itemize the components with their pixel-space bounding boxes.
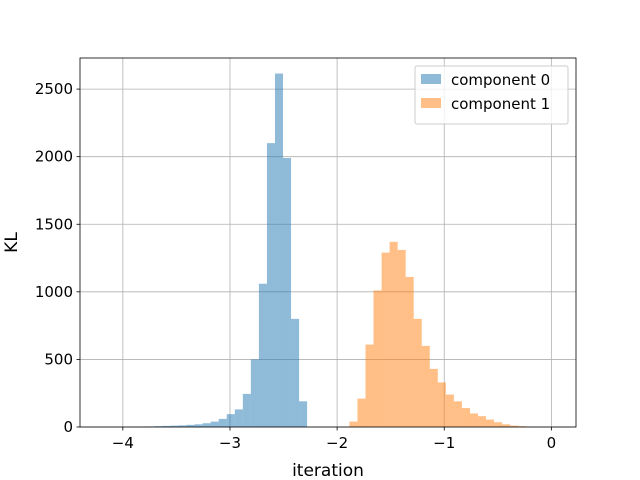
histogram-bar-series-0 — [258, 283, 267, 427]
histogram-bar-series-1 — [397, 249, 406, 427]
histogram-bar-series-1 — [389, 241, 398, 427]
histogram-bar-series-1 — [518, 426, 527, 427]
histogram-bar-series-1 — [453, 401, 462, 427]
histogram-bar-series-1 — [357, 398, 366, 427]
histogram-bar-series-1 — [413, 318, 422, 427]
legend-box — [414, 65, 569, 125]
x-tick-label: −3 — [219, 434, 241, 452]
y-tick-label: 1500 — [35, 215, 73, 233]
y-tick-label: 500 — [44, 350, 73, 368]
legend-label: component 0 — [451, 71, 550, 89]
histogram-bar-series-0 — [202, 423, 211, 427]
histogram-bar-series-1 — [349, 421, 358, 427]
x-tick-label: 0 — [547, 434, 557, 452]
y-axis: 0 500 1000 1500 2000 2500 — [35, 80, 80, 436]
y-tick-label: 1000 — [35, 283, 73, 301]
histogram-bar-series-1 — [365, 344, 374, 427]
histogram-bar-series-1 — [510, 425, 519, 427]
plot-frame — [79, 57, 577, 428]
histogram-bar-series-0 — [218, 418, 227, 427]
histogram-bar-series-0 — [234, 409, 243, 427]
histogram-bar-series-1 — [469, 413, 478, 427]
histogram-bar-series-0 — [210, 421, 219, 427]
x-tick-label: −2 — [326, 434, 348, 452]
histogram-bar-series-0 — [291, 318, 300, 427]
histogram-bar-series-0 — [226, 414, 235, 427]
y-tick-label: 0 — [63, 418, 73, 436]
x-tick-label: −1 — [433, 434, 455, 452]
histogram-bar-series-0 — [250, 359, 259, 427]
histogram-bar-series-1 — [421, 345, 430, 427]
histogram-bar-series-1 — [373, 290, 382, 427]
histogram-bar-series-0 — [266, 143, 275, 427]
histogram-bar-series-1 — [502, 424, 511, 427]
x-axis: −4 −3 −2 −1 0 — [112, 427, 556, 452]
histogram-bar-series-0 — [283, 158, 292, 427]
histogram-bar-series-0 — [274, 73, 284, 428]
histogram-bar-series-1 — [494, 422, 503, 427]
histogram-bar-series-1 — [477, 416, 487, 427]
histogram-bar-series-1 — [429, 368, 438, 427]
legend-swatch — [421, 74, 441, 84]
histogram-bar-series-1 — [445, 394, 454, 427]
y-axis-label: KL — [2, 232, 22, 253]
x-tick-label: −4 — [112, 434, 134, 452]
histogram-bar-series-1 — [381, 252, 390, 427]
histogram-bar-series-0 — [299, 401, 308, 427]
legend: component 0 component 1 — [414, 65, 569, 125]
legend-label: component 1 — [451, 95, 550, 113]
histogram-bar-series-0 — [170, 425, 179, 427]
histogram-bar-series-1 — [486, 419, 495, 427]
histogram-bar-series-0 — [194, 424, 203, 427]
histogram-bar-series-0 — [242, 393, 251, 427]
histogram-bar-series-1 — [461, 408, 470, 427]
histogram-bar-series-1 — [437, 382, 446, 427]
y-tick-label: 2000 — [35, 148, 73, 166]
histogram-bar-series-1 — [405, 276, 414, 427]
bars — [130, 73, 551, 428]
histogram-bar-series-0 — [154, 426, 163, 427]
x-axis-label: iteration — [292, 461, 364, 480]
histogram-bar-series-0 — [186, 424, 195, 427]
histogram-bar-series-0 — [178, 425, 187, 427]
histogram-bar-series-0 — [162, 425, 171, 427]
legend-swatch — [421, 98, 441, 108]
y-tick-label: 2500 — [35, 80, 73, 98]
